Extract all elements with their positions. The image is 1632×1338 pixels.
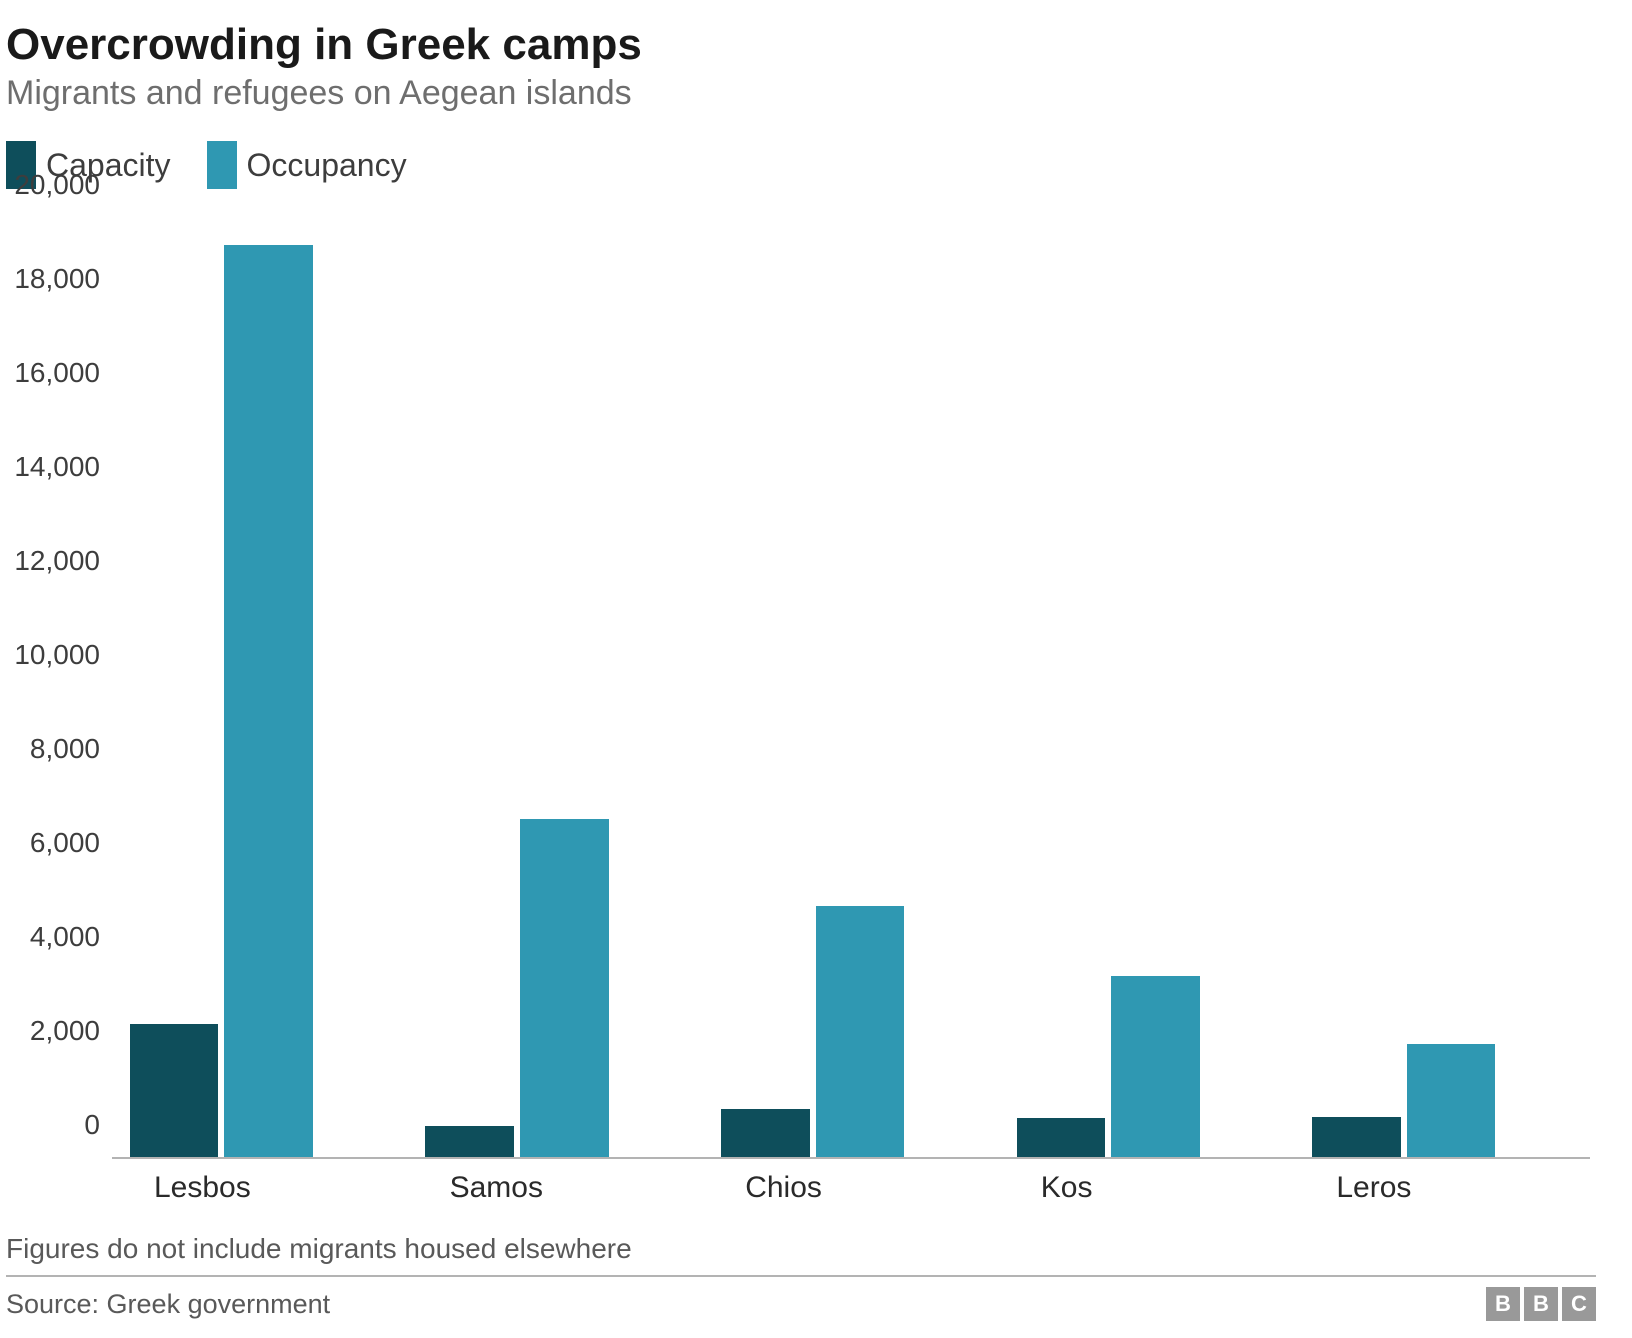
brand-logo-box: B bbox=[1486, 1287, 1520, 1321]
y-tick-label: 0 bbox=[0, 1109, 100, 1141]
legend: CapacityOccupancy bbox=[6, 141, 1602, 189]
y-tick-label: 6,000 bbox=[0, 827, 100, 859]
bars bbox=[112, 219, 1590, 1157]
brand-logo: BBC bbox=[1486, 1287, 1596, 1321]
source-row: Source: Greek government BBC bbox=[6, 1275, 1596, 1321]
plot-wrap: 02,0004,0006,0008,00010,00012,00014,0001… bbox=[112, 219, 1590, 1205]
brand-logo-box: C bbox=[1562, 1287, 1596, 1321]
x-label: Leros bbox=[1294, 1171, 1590, 1205]
bar-occupancy bbox=[816, 906, 905, 1157]
source-text: Source: Greek government bbox=[6, 1289, 330, 1320]
bar-group-chios bbox=[703, 219, 999, 1157]
y-tick-label: 2,000 bbox=[0, 1015, 100, 1047]
x-label: Chios bbox=[703, 1171, 999, 1205]
bar-occupancy bbox=[520, 819, 609, 1157]
x-label: Lesbos bbox=[112, 1171, 408, 1205]
legend-swatch bbox=[207, 141, 237, 189]
bar-capacity bbox=[1312, 1117, 1401, 1157]
y-tick-label: 20,000 bbox=[0, 169, 100, 201]
bar-capacity bbox=[425, 1126, 514, 1157]
bar-group-lesbos bbox=[112, 219, 408, 1157]
chart-subtitle: Migrants and refugees on Aegean islands bbox=[6, 74, 1602, 113]
bar-occupancy bbox=[1407, 1044, 1496, 1157]
legend-label: Occupancy bbox=[247, 147, 407, 184]
legend-item-occupancy: Occupancy bbox=[207, 141, 407, 189]
chart-title: Overcrowding in Greek camps bbox=[6, 20, 1602, 70]
bar-capacity bbox=[721, 1109, 810, 1157]
y-tick-label: 10,000 bbox=[0, 639, 100, 671]
footnote: Figures do not include migrants housed e… bbox=[6, 1233, 1602, 1265]
bar-group-kos bbox=[999, 219, 1295, 1157]
brand-logo-box: B bbox=[1524, 1287, 1558, 1321]
bar-occupancy bbox=[1111, 976, 1200, 1157]
x-axis-labels: LesbosSamosChiosKosLeros bbox=[112, 1171, 1590, 1205]
bar-occupancy bbox=[224, 245, 313, 1157]
y-tick-label: 16,000 bbox=[0, 357, 100, 389]
x-label: Kos bbox=[999, 1171, 1295, 1205]
y-tick-label: 4,000 bbox=[0, 921, 100, 953]
bar-group-samos bbox=[408, 219, 704, 1157]
plot-area: 02,0004,0006,0008,00010,00012,00014,0001… bbox=[112, 219, 1590, 1159]
bar-capacity bbox=[1017, 1118, 1106, 1157]
chart-container: Overcrowding in Greek camps Migrants and… bbox=[0, 0, 1632, 1338]
y-tick-label: 12,000 bbox=[0, 545, 100, 577]
x-label: Samos bbox=[408, 1171, 704, 1205]
y-tick-label: 14,000 bbox=[0, 451, 100, 483]
bar-group-leros bbox=[1294, 219, 1590, 1157]
y-tick-label: 8,000 bbox=[0, 733, 100, 765]
y-tick-label: 18,000 bbox=[0, 263, 100, 295]
bar-capacity bbox=[130, 1024, 219, 1157]
